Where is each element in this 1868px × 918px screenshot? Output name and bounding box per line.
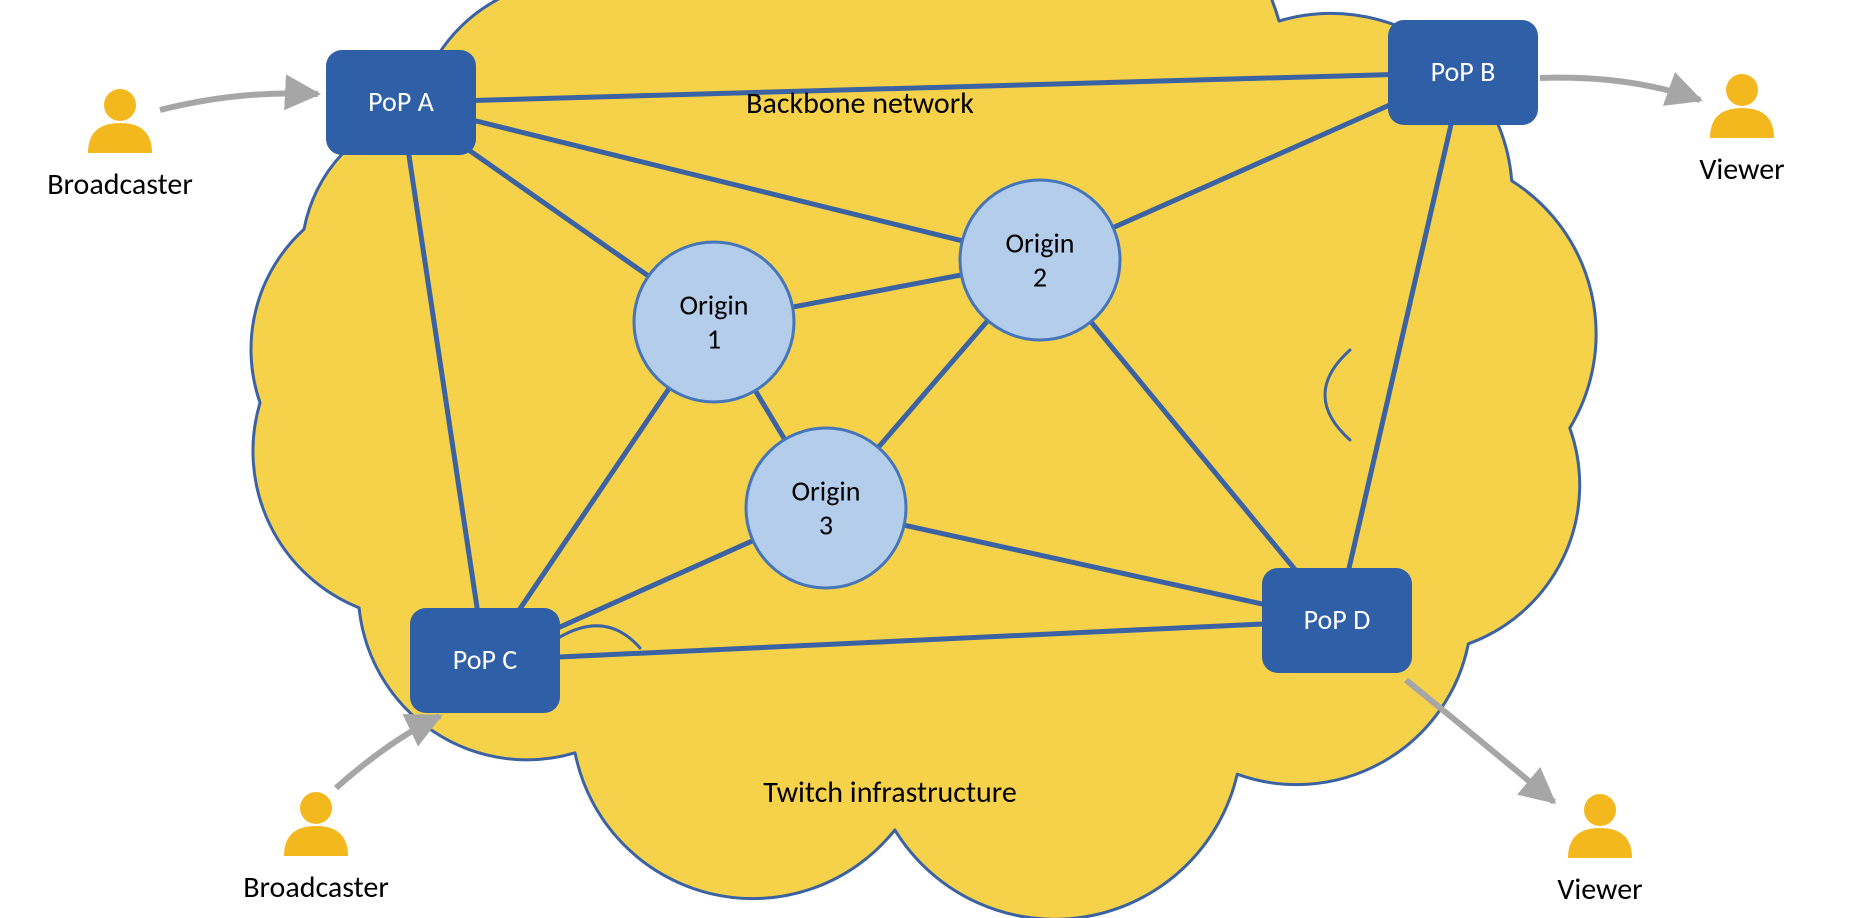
pop-node-c: PoP C — [410, 608, 560, 713]
origin-label1-o2: Origin — [1005, 226, 1074, 261]
pop-label-c: PoP C — [453, 642, 517, 677]
infrastructure-label: Twitch infrastructure — [763, 774, 1017, 811]
broadcaster2-arrow — [336, 716, 440, 788]
viewer-icon: Viewer — [1557, 794, 1642, 908]
pop-node-d: PoP D — [1262, 568, 1412, 673]
viewer-label: Viewer — [1699, 151, 1784, 188]
pop-node-b: PoP B — [1388, 20, 1538, 125]
pop-label-b: PoP B — [1431, 54, 1496, 89]
viewer-icon: Viewer — [1699, 74, 1784, 188]
pop-label-d: PoP D — [1304, 602, 1371, 637]
origin-label2-o3: 3 — [819, 508, 833, 543]
pop-node-a: PoP A — [326, 50, 476, 155]
origin-node-o3: Origin3 — [746, 428, 906, 588]
origin-node-o2: Origin2 — [960, 180, 1120, 340]
viewer2-arrow — [1406, 680, 1554, 802]
viewer-label: Viewer — [1557, 871, 1642, 908]
origin-label2-o2: 2 — [1033, 260, 1047, 295]
broadcaster1-arrow — [160, 93, 318, 110]
broadcaster-label: Broadcaster — [47, 166, 193, 203]
origin-node-o1: Origin1 — [634, 242, 794, 402]
backbone-label: Backbone network — [746, 85, 974, 122]
pop-label-a: PoP A — [368, 84, 434, 119]
broadcaster-icon: Broadcaster — [243, 792, 389, 906]
broadcaster-label: Broadcaster — [243, 869, 389, 906]
origin-label1-o3: Origin — [791, 474, 860, 509]
viewer1-arrow — [1540, 78, 1700, 100]
origin-label2-o1: 1 — [707, 322, 721, 357]
origin-label1-o1: Origin — [679, 288, 748, 323]
